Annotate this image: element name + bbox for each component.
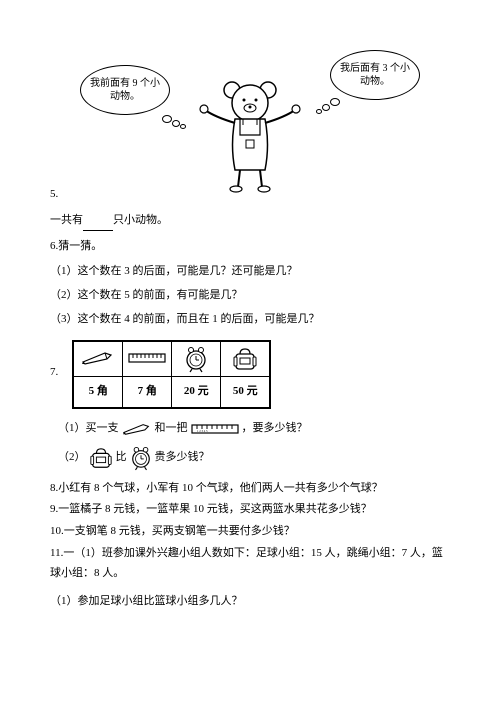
q7-sub1-c: ，要多少钱？ bbox=[242, 419, 308, 439]
bag-icon bbox=[232, 346, 258, 372]
ruler-icon bbox=[128, 351, 166, 365]
bubble-dot bbox=[316, 109, 322, 114]
bag-icon bbox=[89, 446, 113, 470]
q6-sub2: （2）这个数在 5 的前面，有可能是几？ bbox=[50, 286, 450, 306]
cell-bag-icon bbox=[221, 341, 271, 377]
q7-label: 7. bbox=[50, 363, 58, 383]
speech-bubble-right: 我后面有 3 个小动物。 bbox=[330, 50, 420, 100]
bubble-dot bbox=[162, 115, 172, 123]
bubble-right-text: 我后面有 3 个小动物。 bbox=[337, 62, 413, 88]
clock-icon bbox=[184, 345, 208, 373]
bubble-dot bbox=[330, 98, 340, 106]
q6-title: 6.猜一猜。 bbox=[50, 237, 450, 257]
q5-prefix: 一共有 bbox=[50, 214, 83, 226]
price-cell-0: 5 角 bbox=[73, 376, 123, 408]
q10: 10.一支钢笔 8 元钱，买两支钢笔一共要付多少钱？ bbox=[50, 522, 450, 542]
q7-sub2-a: （2） bbox=[58, 448, 86, 468]
pencil-icon bbox=[122, 422, 152, 436]
cell-ruler-icon bbox=[123, 341, 172, 377]
q11: 11.一（1）班参加课外兴趣小组人数如下：足球小组：15 人，跳绳小组：7 人，… bbox=[50, 544, 450, 584]
bear-icon bbox=[190, 75, 310, 195]
ruler-icon: 1 2 3 4 5 bbox=[191, 422, 239, 436]
q9: 9.一篮橘子 8 元钱，一篮苹果 10 元钱，买这两篮水果共花多少钱？ bbox=[50, 500, 450, 520]
price-cell-2: 20 元 bbox=[172, 376, 221, 408]
q6-sub1: （1）这个数在 3 的后面，可能是几？还可能是几？ bbox=[50, 262, 450, 282]
bubble-dot bbox=[322, 104, 330, 111]
bear-illustration: 我前面有 9 个小动物。 我后面有 3 个小动物。 bbox=[70, 40, 430, 190]
bubble-dot bbox=[172, 120, 180, 127]
svg-text:1 2 3 4 5: 1 2 3 4 5 bbox=[197, 429, 208, 433]
clock-icon bbox=[130, 445, 152, 471]
cell-clock-icon bbox=[172, 341, 221, 377]
speech-bubble-left: 我前面有 9 个小动物。 bbox=[80, 65, 170, 115]
bubble-dot bbox=[180, 124, 186, 129]
blank-fill[interactable] bbox=[83, 218, 113, 231]
price-cell-1: 7 角 bbox=[123, 376, 172, 408]
cell-pencil-icon bbox=[73, 341, 123, 377]
q8: 8.小红有 8 个气球，小军有 10 个气球，他们两人一共有多少个气球？ bbox=[50, 479, 450, 499]
q7-sub1-a: （1）买一支 bbox=[58, 419, 119, 439]
price-table: 5 角 7 角 20 元 50 元 bbox=[72, 340, 271, 409]
q7-sub2-b: 比 bbox=[116, 448, 127, 468]
q7-sub1-b: 和一把 bbox=[155, 419, 188, 439]
q7-sub1: （1）买一支 和一把 1 2 3 4 5 ，要多少钱？ bbox=[58, 419, 450, 439]
q5-text: 一共有 只小动物。 bbox=[50, 211, 450, 231]
q7-sub2-c: 贵多少钱？ bbox=[155, 448, 210, 468]
q7-sub2: （2） 比 贵多少钱？ bbox=[58, 445, 450, 471]
q11-sub1: （1）参加足球小组比篮球小组多几人？ bbox=[50, 592, 450, 612]
q5-suffix: 只小动物。 bbox=[113, 214, 168, 226]
pencil-icon bbox=[81, 350, 115, 366]
bubble-left-text: 我前面有 9 个小动物。 bbox=[87, 77, 163, 103]
q6-sub3: （3）这个数在 4 的前面，而且在 1 的后面，可能是几？ bbox=[50, 310, 450, 330]
price-cell-3: 50 元 bbox=[221, 376, 271, 408]
